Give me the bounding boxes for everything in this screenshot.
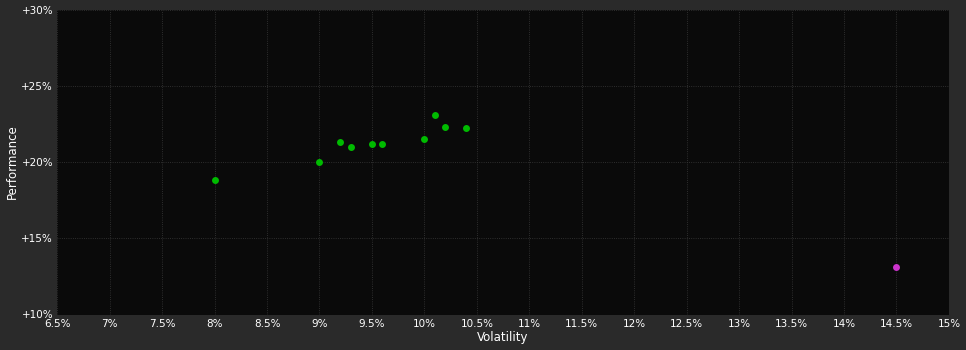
Point (416, 136, 432, 142)
Point (427, 112, 442, 118)
Point (459, 126, 474, 131)
Point (438, 124, 453, 130)
Y-axis label: Performance: Performance (6, 125, 18, 200)
Point (312, 159, 327, 165)
Point (332, 139, 348, 145)
Point (343, 144, 358, 149)
Point (207, 177, 222, 183)
Point (375, 141, 390, 147)
Point (364, 141, 380, 147)
X-axis label: Volatility: Volatility (477, 331, 528, 344)
Point (889, 265, 904, 270)
